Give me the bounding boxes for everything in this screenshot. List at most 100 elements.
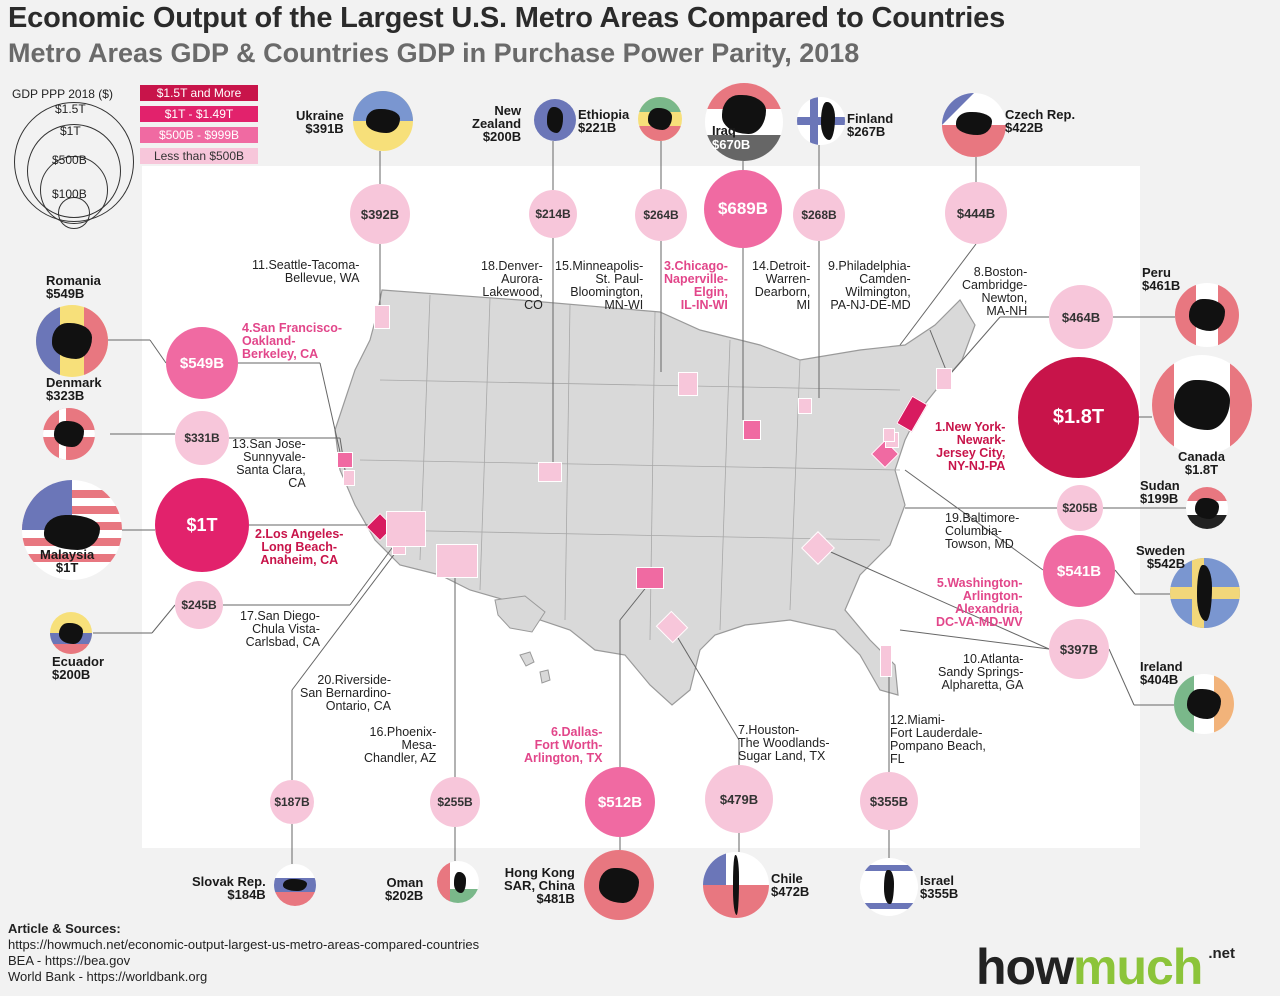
metro-marker-miami [880, 645, 892, 677]
metro-label-dallas: 6.Dallas- Fort Worth- Arlington, TX [524, 725, 603, 765]
metro-label-phoenix: 16.Phoenix- Mesa- Chandler, AZ [364, 725, 437, 765]
country-label-sweden: Sweden $542B [1136, 543, 1186, 571]
legend-size-label: $100B [52, 187, 87, 201]
metro-label-los-angeles: 2.Los Angeles- Long Beach- Anaheim, CA [255, 527, 344, 567]
metro-bubble-los-angeles: $1T [155, 478, 249, 572]
metro-marker-san-jose [343, 470, 355, 486]
source-link[interactable]: World Bank - https://worldbank.org [8, 969, 208, 984]
howmuch-logo[interactable]: howmuch .net [976, 939, 1236, 995]
metro-label-seattle: 11.Seattle-Tacoma- Bellevue, WA [252, 258, 360, 285]
sudan-flag-icon [1186, 487, 1228, 529]
ethiopia-flag-icon [638, 97, 682, 141]
metro-bubble-boston: $464B [1049, 285, 1113, 349]
legend-key-tier1: $1.5T and More [140, 85, 258, 101]
country-label-ireland: Ireland $404B [1140, 659, 1183, 687]
metro-bubble-miami: $355B [860, 772, 918, 830]
country-label-ecuador: Ecuador $200B [52, 654, 105, 682]
ukraine-flag-icon [353, 91, 413, 151]
legend-key-tier4: Less than $500B [140, 148, 258, 164]
legend-key-tier2: $1T - $1.49T [140, 106, 258, 122]
metro-bubble-atlanta: $397B [1049, 619, 1109, 679]
metro-marker-san-francisco [337, 452, 353, 468]
israel-flag-icon [860, 858, 918, 916]
country-label-israel: Israel $355B [920, 873, 959, 901]
legend-key-tier3: $500B - $999B [140, 127, 258, 143]
metro-bubble-chicago: $689B [704, 170, 782, 248]
metro-bubble-baltimore: $205B [1057, 485, 1103, 531]
hawaii-shape [519, 651, 551, 684]
connector-line [619, 584, 649, 621]
country-label-finland: Finland $267B [847, 111, 894, 139]
metro-bubble-riverside: $187B [270, 780, 314, 824]
metro-marker-phoenix [436, 544, 478, 578]
chart-subtitle: Metro Areas GDP & Countries GDP in Purch… [8, 38, 860, 68]
connector-line [291, 539, 406, 691]
metro-bubble-san-jose: $331B [175, 411, 229, 465]
country-label-peru: Peru $461B [1142, 265, 1181, 293]
metro-bubble-washington: $541B [1043, 535, 1115, 607]
country-label-hong-kong: Hong Kong SAR, China $481B [504, 865, 575, 906]
country-label-canada: Canada $1.8T [1178, 449, 1225, 477]
legend-circle-100b [58, 197, 90, 229]
new-zealand-flag-icon [534, 99, 576, 141]
metro-label-riverside: 20.Riverside- San Bernardino- Ontario, C… [300, 673, 392, 713]
metro-label-chicago: 3.Chicago- Naperville- Elgin, IL-IN-WI [664, 259, 728, 312]
metro-marker-chicago [743, 420, 761, 440]
metro-bubble-dallas: $512B [585, 767, 655, 837]
country-label-ethiopia: Ethiopia $221B [578, 107, 630, 135]
malaysia-flag-icon [22, 480, 122, 580]
country-label-ukraine: Ukraine $391B [296, 108, 344, 136]
metro-label-boston: 8.Boston- Cambridge- Newton, MA-NH [962, 265, 1028, 318]
denmark-flag-icon [43, 408, 95, 460]
metro-marker-denver [538, 462, 562, 482]
connector-line [149, 339, 167, 364]
metro-marker-detroit [798, 398, 812, 414]
connector-line [319, 362, 341, 453]
metro-bubble-philadelphia: $444B [945, 182, 1007, 244]
metro-marker-boston [936, 368, 952, 390]
metro-marker-baltimore [883, 428, 895, 442]
us-outline [334, 289, 976, 706]
chart-title: Economic Output of the Largest U.S. Metr… [8, 2, 1006, 34]
metro-bubble-new-york: $1.8T [1018, 357, 1139, 478]
country-label-sudan: Sudan $199B [1140, 478, 1180, 506]
legend-title: GDP PPP 2018 ($) [12, 87, 113, 101]
legend-size-label: $500B [52, 153, 87, 167]
connector-line [944, 316, 1001, 381]
metro-marker-seattle [374, 305, 390, 329]
connector-line [671, 627, 740, 741]
country-label-iraq: Iraq [712, 123, 736, 138]
connector-line [899, 243, 977, 346]
oman-flag-icon [437, 861, 479, 903]
romania-flag-icon [36, 305, 108, 377]
connector-lines [93, 141, 1186, 864]
metro-label-new-york: 1.New York- Newark- Jersey City, NY-NJ-P… [935, 420, 1006, 473]
metro-bubble-detroit: $268B [793, 189, 845, 241]
connector-line [814, 544, 1050, 650]
metro-bubble-san-diego: $245B [175, 581, 223, 629]
source-link[interactable]: BEA - https://bea.gov [8, 953, 131, 968]
metro-label-detroit: 14.Detroit- Warren- Dearborn, MI [752, 259, 811, 312]
metro-label-miami: 12.Miami- Fort Lauderdale- Pompano Beach… [890, 713, 986, 766]
country-label-czech: Czech Rep. $422B [1005, 107, 1076, 135]
metro-bubble-san-francisco: $549B [166, 327, 238, 399]
slovakia-flag-icon [274, 864, 316, 906]
metro-label-denver: 18.Denver- Aurora- Lakewood, CO [481, 259, 543, 312]
canada-flag-icon [1152, 355, 1252, 455]
metro-marker-dallas [636, 567, 664, 589]
connector-line [1114, 569, 1136, 595]
country-label-malaysia: Malaysia $1T [40, 547, 95, 575]
connector-line [1108, 648, 1135, 706]
czech-flag-icon [942, 93, 1006, 157]
country-value-iraq: $670B [712, 137, 751, 152]
connector-line [349, 547, 393, 606]
connector-line [899, 629, 1050, 650]
sources-block: Article & Sources: https://howmuch.net/e… [8, 921, 479, 985]
legend-size-label: $1.5T [55, 102, 86, 116]
sources-heading: Article & Sources: [8, 921, 121, 936]
source-link[interactable]: https://howmuch.net/economic-output-larg… [8, 937, 480, 952]
country-label-denmark: Denmark $323B [46, 375, 102, 403]
country-label-romania: Romania $549B [46, 273, 101, 301]
sweden-flag-icon [1170, 558, 1240, 628]
connector-line [904, 469, 1044, 571]
